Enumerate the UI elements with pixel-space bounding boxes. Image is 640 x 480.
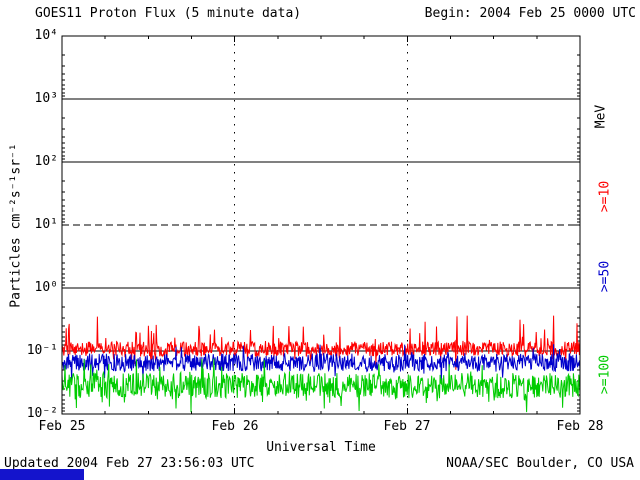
begin-timestamp: Begin: 2004 Feb 25 0000 UTC <box>424 6 636 21</box>
x-axis-label: Universal Time <box>266 440 376 455</box>
y-tick-label: 10⁰ <box>34 280 58 295</box>
y-tick-label: 10⁻¹ <box>26 343 58 358</box>
y-tick-label: 10³ <box>34 91 58 106</box>
x-tick-label: Feb 28 <box>556 419 604 434</box>
y-tick-label: 10⁻² <box>26 406 58 421</box>
updated-timestamp: Updated 2004 Feb 27 23:56:03 UTC <box>4 456 255 471</box>
y-tick-label: 10¹ <box>34 217 58 232</box>
y-axis-label: Particles cm⁻²s⁻¹sr⁻¹ <box>8 143 24 308</box>
x-tick-label: Feb 25 <box>38 419 86 434</box>
x-tick-label: Feb 26 <box>211 419 259 434</box>
y-tick-label: 10⁴ <box>34 28 58 43</box>
right-label-ge100: >=100 <box>597 354 613 395</box>
right-label-ge50: >=50 <box>597 260 613 293</box>
credit-text: NOAA/SEC Boulder, CO USA <box>446 456 634 471</box>
y-tick-label: 10² <box>34 154 58 169</box>
chart-title: GOES11 Proton Flux (5 minute data) <box>35 6 302 21</box>
x-tick-label: Feb 27 <box>383 419 431 434</box>
right-label-ge10: >=10 <box>597 180 613 213</box>
footer-accent-bar <box>0 469 84 480</box>
right-label-mev: MeV <box>593 104 609 129</box>
